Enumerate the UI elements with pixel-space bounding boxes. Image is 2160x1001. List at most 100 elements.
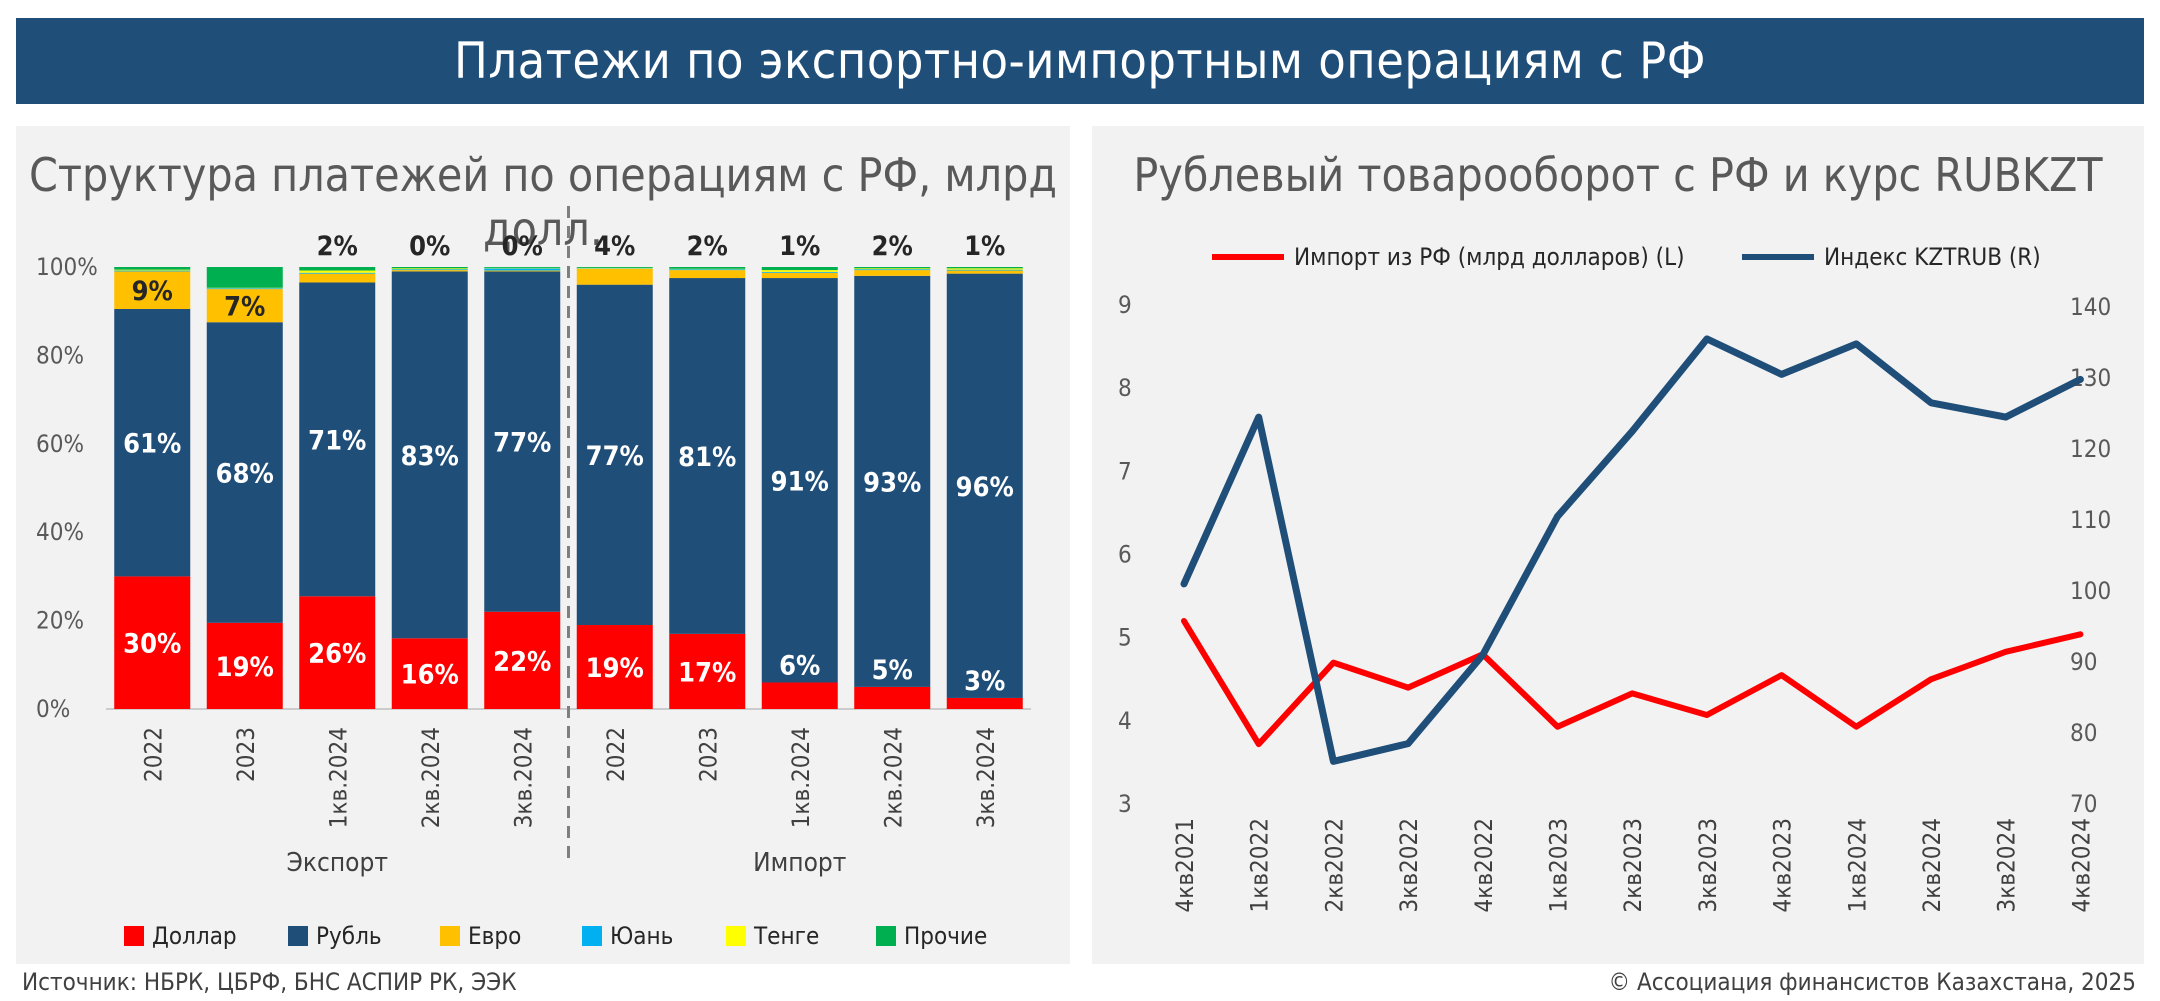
bar-segment [761, 267, 838, 271]
bar-segment [576, 625, 653, 709]
bar-data-label: 83% [401, 441, 459, 472]
bar-segment [206, 622, 283, 709]
bar-segment [946, 268, 1023, 270]
y-left-tick-label: 9 [1118, 291, 1132, 319]
legend-label: Прочие [904, 922, 987, 950]
bar-data-label: 2% [317, 231, 358, 262]
x-tick-label: 3кв.2024 [509, 727, 537, 828]
bar-segment [854, 686, 931, 709]
y-right-tick-label: 80 [2070, 719, 2097, 747]
group-label: Импорт [753, 848, 846, 878]
bar-data-label: 68% [216, 459, 274, 490]
bar-chart-title: Структура платежей по операциям с РФ, мл… [29, 148, 1057, 256]
legend-label: Евро [468, 922, 521, 950]
bar-data-label: 77% [493, 428, 551, 459]
legend-swatch [726, 926, 746, 946]
bar-segment [114, 308, 191, 577]
bar-segment [854, 275, 931, 687]
bar-segment [761, 682, 838, 709]
x-tick-label: 4кв2023 [1769, 818, 1797, 912]
stacked-bar-chart-panel: Структура платежей по операциям с РФ, мл… [16, 126, 1070, 964]
x-tick-label: 4кв2022 [1470, 818, 1498, 912]
y-right-tick-label: 90 [2070, 648, 2097, 676]
bar-data-label: 3% [964, 666, 1005, 697]
copyright-note: © Ассоциация финансистов Казахстана, 202… [1608, 968, 2137, 996]
x-tick-label: 4кв2021 [1171, 818, 1199, 912]
y-left-tick-label: 7 [1118, 457, 1132, 485]
bar-segment [299, 270, 376, 273]
y-left-tick-label: 5 [1118, 624, 1132, 652]
bar-segment [669, 267, 746, 269]
bar-segment [576, 268, 653, 285]
line-chart-title: Рублевый товарооборот с РФ и курс RUBKZT [1133, 148, 2103, 202]
bar-data-label: 7% [224, 292, 265, 323]
x-tick-label: 4кв2024 [2067, 818, 2095, 912]
x-tick-label: 2кв2023 [1619, 818, 1647, 912]
x-tick-label: 1кв2022 [1246, 818, 1274, 912]
bar-segment [761, 278, 838, 683]
bar-segment [484, 267, 561, 268]
bar-segment [946, 267, 1023, 269]
x-tick-label: 2кв2024 [1918, 818, 1946, 912]
x-tick-label: 1кв.2024 [787, 727, 815, 828]
bar-segment [576, 267, 653, 268]
bar-segment [761, 270, 838, 272]
bar-segment [299, 272, 376, 274]
line-chart-panel: Рублевый товарооборот с РФ и курс RUBKZT… [1092, 126, 2144, 964]
bar-segment [299, 282, 376, 597]
group-label: Экспорт [287, 848, 388, 878]
bar-data-label: 4% [594, 231, 635, 262]
y-left-tick-label: 3 [1118, 790, 1132, 818]
bar-segment [946, 270, 1023, 274]
y-right-tick-label: 120 [2070, 435, 2111, 463]
bar-data-label: 17% [678, 657, 736, 688]
bar-segment [484, 271, 561, 612]
legend-swatch [876, 926, 896, 946]
x-tick-label: 3кв.2024 [972, 727, 1000, 828]
bar-segment [299, 267, 376, 271]
x-tick-label: 2022 [602, 727, 630, 782]
y-left-tick-label: 4 [1118, 707, 1132, 735]
bar-segment [946, 273, 1023, 698]
bar-segment [484, 611, 561, 709]
kztrub-index-series-line [1180, 335, 2084, 765]
bar-segment [761, 271, 838, 273]
bar-segment [854, 268, 931, 270]
y-left-tick-label: 8 [1118, 374, 1132, 402]
bar-segment [391, 269, 468, 271]
x-tick-label: 1кв2024 [1843, 818, 1871, 912]
bar-segment [484, 270, 561, 272]
legend-label: Рубль [316, 922, 382, 950]
x-tick-label: 2023 [232, 727, 260, 782]
bar-segment [946, 697, 1023, 709]
x-tick-label: 2022 [139, 727, 167, 782]
y-left-tick-label: 6 [1118, 541, 1132, 569]
bar-segment [669, 278, 746, 634]
bar-segment [114, 267, 191, 270]
y-tick-label: 80% [36, 341, 84, 369]
bar-data-label: 1% [964, 231, 1005, 262]
x-tick-label: 2кв.2024 [879, 727, 907, 828]
bar-data-label: 71% [308, 425, 366, 456]
y-right-tick-label: 140 [2070, 293, 2111, 321]
bar-data-label: 16% [401, 660, 459, 691]
x-tick-label: 1кв.2024 [324, 727, 352, 828]
x-tick-label: 3кв2023 [1694, 818, 1722, 912]
bar-segment [576, 284, 653, 626]
legend-swatch [288, 926, 308, 946]
bar-data-label: 2% [872, 231, 913, 262]
bar-segment [391, 268, 468, 270]
y-tick-label: 40% [36, 518, 84, 546]
page-banner-title: Платежи по экспортно-импортным операциям… [16, 18, 2144, 104]
bar-data-label: 96% [956, 472, 1014, 503]
bar-segment [669, 270, 746, 279]
bar-data-label: 93% [863, 467, 921, 498]
legend-label: Юань [610, 922, 673, 950]
bar-segment [114, 269, 191, 271]
bar-data-label: 81% [678, 442, 736, 473]
bar-data-label: 77% [586, 441, 644, 472]
source-note: Источник: НБРК, ЦБРФ, БНС АСПИР РК, ЭЭК [22, 968, 517, 996]
bar-segment [946, 269, 1023, 271]
bar-segment [299, 596, 376, 709]
